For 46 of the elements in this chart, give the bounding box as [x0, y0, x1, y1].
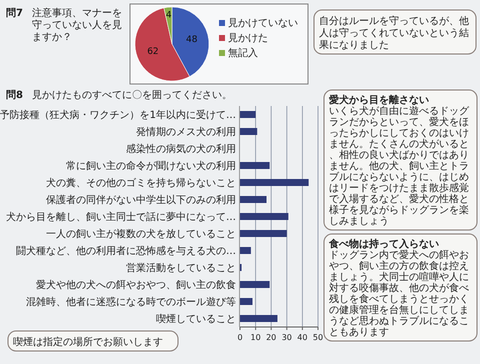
text: いくら犬が自由に遊べるドッグランだからといって、愛犬をほったらかしにしておくのはいけません。たくさんの犬がいると、相性の良い犬ばかりではありません。他の犬、飼い主とトラブルにならないように、はじめはリードをつけたまま散歩感覚で入場するなど、愛犬の性格と様子を見ながらドッグランを楽しみましょう: [329, 106, 469, 227]
text: 喫煙は指定の場所でお願いします: [13, 336, 163, 348]
bar: [240, 179, 309, 186]
data-label: 48: [186, 35, 198, 46]
x-tick-label: 50: [312, 333, 324, 342]
text: 問7: [6, 7, 23, 19]
text: 注意事項、マナーを守っていない人を見ますか？: [32, 7, 122, 43]
bar: [240, 213, 288, 220]
text: ドッグラン内で愛犬への餌やおやつ、飼い主の方の飲食は控えましょう。犬同士の喧嘩や人に対する咬傷事故、他の犬が食べ残しを食べてしまうとせっかくの健康管理を台無しにしてしまうなど思わぬトラブルになることもあります: [329, 249, 469, 338]
text: 見かけたものすべてに〇を囲ってください。: [32, 90, 232, 101]
y-tick-label: 闘犬種など、他の利用者に恐怖感を与える犬の…: [16, 245, 236, 257]
x-tick-label: 40: [297, 333, 308, 342]
text: 自分はルールを守っているが、他人は守ってくれていないという結果になりました: [319, 15, 469, 51]
x-tick-label: 30: [282, 333, 292, 342]
bar: [240, 128, 258, 135]
bar: [240, 298, 252, 305]
bar: [240, 247, 251, 254]
legend-label: 見かけていない: [228, 18, 298, 29]
y-tick-label: 営業活動をしていること: [126, 262, 236, 274]
bar: [240, 162, 270, 169]
y-tick-label: 犬の糞、その他のゴミを持ち帰らないこと: [46, 177, 236, 189]
y-tick-label: 犬から目を離し、飼い主同士で話に夢中になって…: [6, 211, 236, 223]
y-tick-label: 一人の飼い主が複数の犬を放していること: [46, 228, 236, 240]
y-tick-label: 発情期のメス犬の利用: [136, 126, 236, 138]
x-tick-label: 10: [250, 333, 261, 342]
y-tick-label: 保護者の同伴がない中学生以下のみの利用: [46, 194, 236, 206]
y-tick-label: 喫煙していること: [156, 313, 236, 325]
bar: [240, 281, 270, 288]
y-tick-label: 混雑時、他者に迷惑になる時でのボール遊び等: [26, 296, 236, 308]
bar: [240, 111, 256, 118]
bar: [240, 315, 278, 322]
y-tick-label: 予防接種（狂犬病・ワクチン）を1年以内に受けて…: [0, 109, 236, 121]
x-tick-label: 20: [266, 333, 276, 342]
x-tick-label: 0: [237, 333, 243, 342]
bar: [240, 196, 267, 203]
bar: [240, 230, 287, 237]
data-label: 4: [166, 10, 172, 21]
text: 愛犬から目を離さない: [329, 94, 429, 106]
y-tick-label: 常に飼い主の命令が聞けない犬の利用: [66, 160, 236, 172]
y-tick-label: 感染性の病気の犬の利用: [126, 143, 236, 155]
text: 食べ物は持って入らない: [328, 238, 439, 250]
y-tick-label: 愛犬や他の犬への餌やおやつ、飼い主の飲食: [36, 279, 236, 291]
data-label: 62: [147, 47, 159, 58]
text: 問8: [6, 89, 23, 101]
legend-label: 見かけた: [228, 33, 268, 44]
legend-label: 無記入: [228, 47, 258, 59]
